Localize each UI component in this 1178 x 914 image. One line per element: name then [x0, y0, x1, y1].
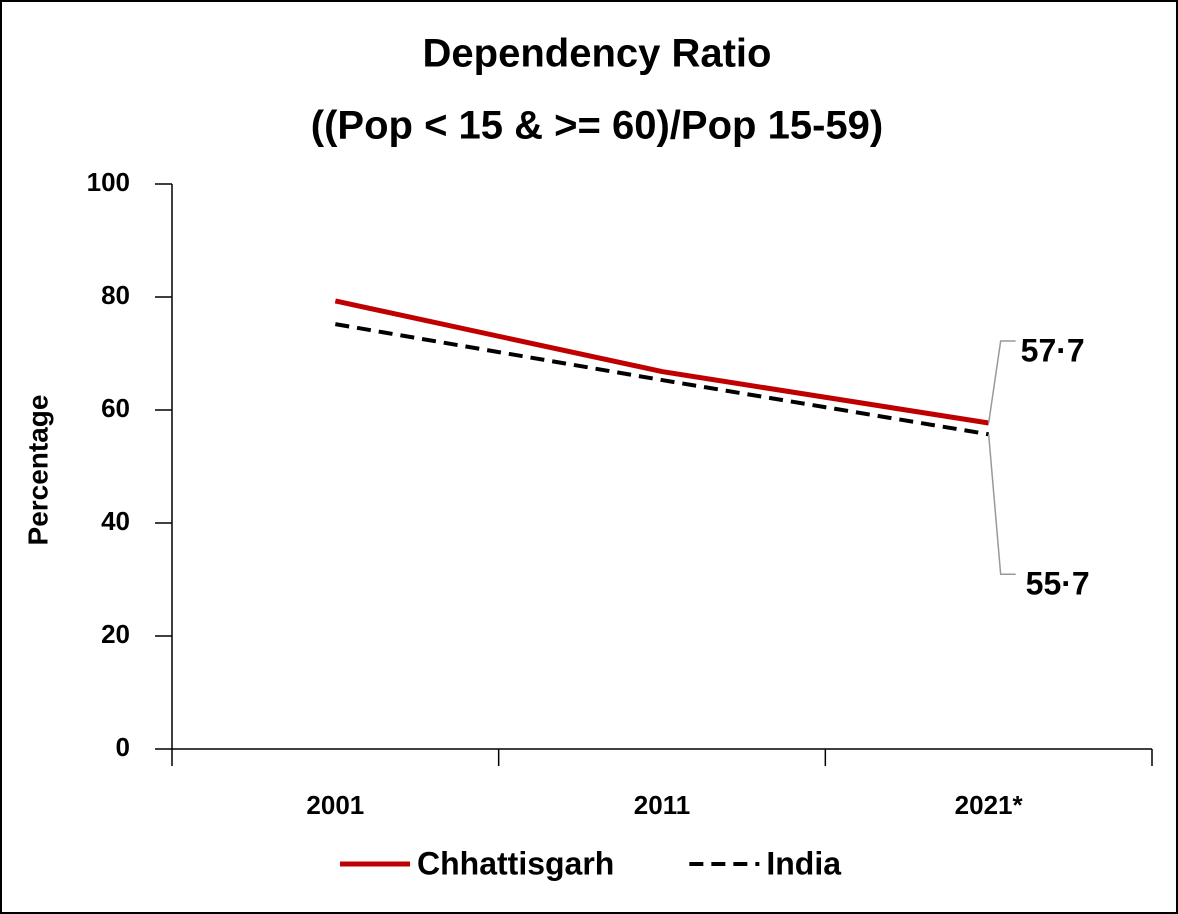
chart-title: Dependency Ratio — [423, 32, 772, 76]
legend-label: Chhattisgarh — [417, 845, 614, 881]
y-tick-label: 60 — [101, 393, 130, 423]
y-tick-label: 0 — [116, 732, 130, 762]
y-tick-label: 40 — [101, 506, 130, 536]
data-label: 55·7 — [1026, 566, 1090, 602]
legend-label: India — [766, 845, 841, 881]
x-tick-label: 2021* — [955, 790, 1024, 820]
x-tick-label: 2011 — [634, 790, 690, 820]
chart-subtitle: ((Pop < 15 & >= 60)/Pop 15-59) — [311, 104, 883, 148]
y-tick-label: 80 — [101, 280, 130, 310]
y-axis-title: Percentage — [22, 395, 53, 546]
y-tick-label: 20 — [101, 619, 130, 649]
x-tick-label: 2001 — [306, 790, 364, 820]
leader-line — [987, 340, 1016, 424]
data-label: 57·7 — [1021, 332, 1085, 368]
y-tick-label: 100 — [87, 167, 130, 197]
series-line — [334, 322, 989, 437]
leader-line — [987, 434, 1016, 576]
series-line — [334, 298, 990, 426]
